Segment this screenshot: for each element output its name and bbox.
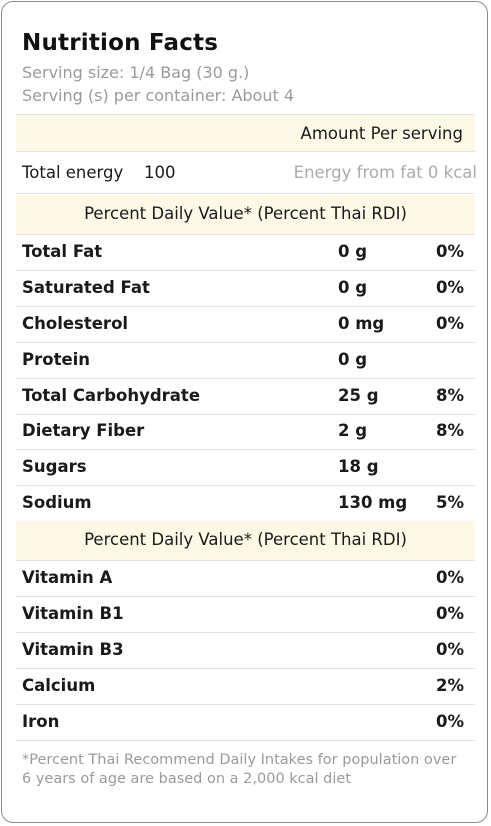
nutrient-row: Sodium 130 mg 5% [16,486,475,522]
energy-row: Total energy 100 Energy from fat 0 kcal [16,152,477,194]
nutrient-name: Dietary Fiber [22,421,145,440]
nutrient-row: Dietary Fiber 2 g 8% [16,414,475,450]
nutrient-percent: 8% [436,421,465,440]
serving-size: Serving size: 1/4 Bag (30 g.) [22,63,250,82]
vitamin-name: Calcium [22,676,96,695]
nutrient-name: Cholesterol [22,314,129,333]
vitamin-name: Vitamin A [22,568,113,587]
nutrient-name: Protein [22,350,91,369]
nutrient-row: Total Carbohydrate 25 g 8% [16,379,475,415]
nutrient-row: Saturated Fat 0 g 0% [16,271,475,307]
percent-daily-value-label: Percent Daily Value* (Percent Thai RDI) [84,530,407,549]
servings-per-container: Serving (s) per container: About 4 [22,86,295,105]
nutrient-amount: 18 g [338,457,379,476]
energy-value: 100 [144,163,176,182]
vitamin-name: Vitamin B3 [22,640,124,659]
footnote: *Percent Thai Recommend Daily Intakes fo… [22,752,457,787]
nutrient-percent: 0% [436,314,465,333]
nutrient-name: Total Fat [22,242,103,261]
vitamin-row: Vitamin A 0% [16,561,475,597]
nutrient-row: Sugars 18 g [16,450,475,486]
vitamin-percent: 0% [436,604,465,623]
amount-per-serving-band: Amount Per serving [16,114,475,152]
nutrient-percent: 0% [436,242,465,261]
vitamin-row: Vitamin B1 0% [16,597,475,633]
nutrient-amount: 25 g [338,386,379,405]
nutrient-amount: 0 g [338,278,368,297]
amount-per-serving-label: Amount Per serving [300,124,463,143]
nutrient-percent: 8% [436,386,465,405]
nutrient-name: Saturated Fat [22,278,150,297]
nutrient-row: Protein 0 g [16,343,475,379]
vitamin-name: Vitamin B1 [22,604,124,623]
nutrient-amount: 2 g [338,421,368,440]
percent-daily-value-label: Percent Daily Value* (Percent Thai RDI) [84,204,407,223]
nutrient-name: Total Carbohydrate [22,386,201,405]
page-title: Nutrition Facts [22,30,219,56]
energy-label: Total energy [22,163,124,182]
nutrient-row: Total Fat 0 g 0% [16,235,475,271]
nutrient-amount: 0 mg [338,314,385,333]
nutrient-amount: 130 mg [338,493,408,512]
vitamin-percent: 0% [436,712,465,731]
nutrient-percent: 5% [436,493,465,512]
nutrient-percent: 0% [436,278,465,297]
vitamin-row: Iron 0% [16,705,475,741]
vitamin-row: Vitamin B3 0% [16,633,475,669]
nutrient-name: Sugars [22,457,87,476]
nutrient-amount: 0 g [338,350,368,369]
energy-from-fat: Energy from fat 0 kcal [293,163,477,182]
vitamin-percent: 0% [436,640,465,659]
nutrient-name: Sodium [22,493,92,512]
vitamin-name: Iron [22,712,60,731]
vitamin-row: Calcium 2% [16,669,475,705]
nutrient-amount: 0 g [338,242,368,261]
nutrient-row: Cholesterol 0 mg 0% [16,307,475,343]
percent-daily-value-band: Percent Daily Value* (Percent Thai RDI) [16,195,475,235]
vitamin-percent: 0% [436,568,465,587]
vitamin-percent: 2% [436,676,465,695]
percent-daily-value-band: Percent Daily Value* (Percent Thai RDI) [16,521,475,561]
